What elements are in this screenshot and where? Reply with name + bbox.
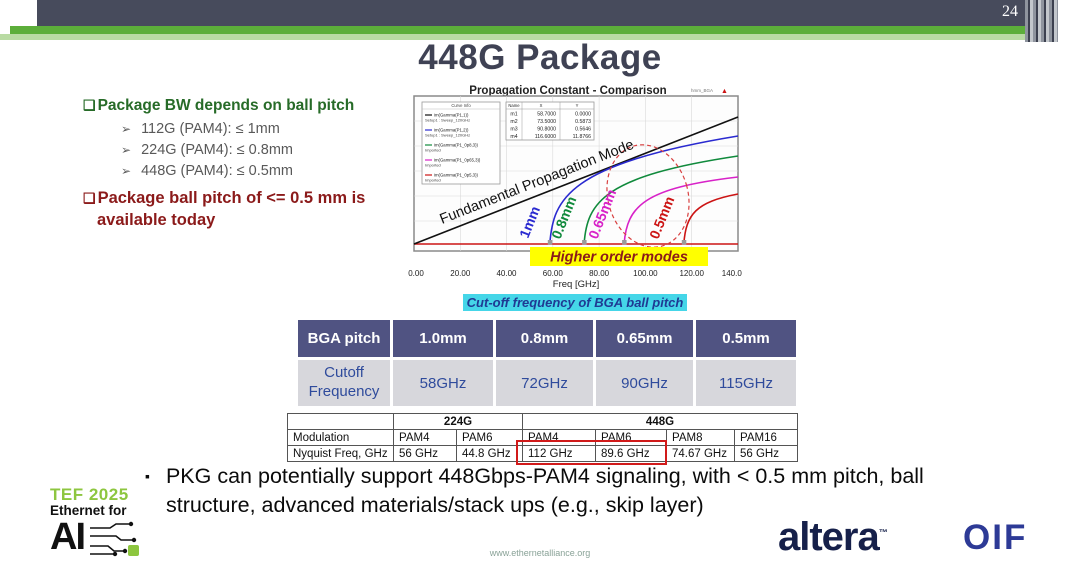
pitch-table-value: 115GHz <box>696 360 796 406</box>
pitch-table-value: 90GHz <box>596 360 693 406</box>
tef-2025-logo: TEF 2025 Ethernet for AI <box>50 486 160 560</box>
page-title: 448G Package <box>418 38 662 77</box>
legend-title: Curve Info <box>451 103 471 108</box>
svg-text:im(Gamma(P1_0p8,3)): im(Gamma(P1_0p8,3)) <box>434 143 479 148</box>
table-row: 224G 448G <box>287 413 798 430</box>
x-axis-ticks: 0.00 20.00 40.00 60.00 80.00 100.00 120.… <box>408 269 747 278</box>
svg-text:0.5646: 0.5646 <box>575 127 591 133</box>
circuit-traces-icon <box>90 521 139 557</box>
nyquist-table: 224G 448G Modulation PAM4 PAM6 PAM4 PAM6… <box>287 413 798 462</box>
svg-text:80.00: 80.00 <box>589 269 610 278</box>
svg-text:Imported: Imported <box>425 163 441 168</box>
x-axis-label: Freq [GHz] <box>553 279 599 290</box>
svg-text:Imported: Imported <box>425 178 441 183</box>
svg-text:11.8766: 11.8766 <box>573 134 591 140</box>
group-448g: 448G <box>522 413 798 430</box>
fundamental-mode-line <box>413 116 739 245</box>
svg-text:0.00: 0.00 <box>408 269 424 278</box>
red-highlight-box <box>516 440 667 465</box>
warning-triangle-icon: ▲ <box>721 88 728 95</box>
svg-text:im(Gamma(P1,2)): im(Gamma(P1,2)) <box>434 128 469 133</box>
svg-text:im(Gamma(P1,1)): im(Gamma(P1,1)) <box>434 113 469 118</box>
svg-text:40.00: 40.00 <box>496 269 517 278</box>
svg-text:im(Gamma(P1_0p65,3)): im(Gamma(P1_0p65,3)) <box>434 158 481 163</box>
arrow-bullet-icon: ➢ <box>121 143 132 157</box>
marker-squares <box>547 240 687 245</box>
svg-text:90.8000: 90.8000 <box>537 127 556 133</box>
svg-text:m2: m2 <box>510 119 517 125</box>
group-224g: 224G <box>393 413 523 430</box>
higher-order-modes-label: Higher order modes <box>550 250 688 266</box>
pitch-table-header: 0.65mm <box>596 320 693 357</box>
bullet-448g: ➢ 448G (PAM4): ≤ 0.5mm <box>121 163 293 179</box>
oif-logo: OIF <box>963 518 1028 557</box>
curve-0p65mm <box>623 176 739 245</box>
svg-text:0.5873: 0.5873 <box>575 119 591 125</box>
pitch-table-header: 0.5mm <box>696 320 796 357</box>
bullet-224g: ➢ 224G (PAM4): ≤ 0.8mm <box>121 142 293 158</box>
page-number: 24 <box>1002 3 1018 20</box>
propagation-chart: Propagation Constant - Comparison hmm_BG… <box>408 84 747 292</box>
top-accent-bar-light <box>0 34 1058 40</box>
svg-text:Imported: Imported <box>425 148 441 153</box>
curve-1mm <box>549 135 739 245</box>
svg-text:73.5000: 73.5000 <box>537 119 556 125</box>
arrow-bullet-icon: ➢ <box>121 164 132 178</box>
svg-text:im(Gamma(P1_0p5,3)): im(Gamma(P1_0p5,3)) <box>434 173 479 178</box>
legend-box: Curve Info im(Gamma(P1,1)) Setup1 : Swee… <box>421 101 501 185</box>
altera-logo: altera™ <box>778 515 888 559</box>
svg-text:Setup1 : Sweep_120GHz: Setup1 : Sweep_120GHz <box>425 118 470 123</box>
pitch-table-value: 72GHz <box>496 360 593 406</box>
svg-text:20.00: 20.00 <box>450 269 471 278</box>
footer-url: www.ethernetalliance.org <box>489 548 591 558</box>
square-bullet-icon: ▪ <box>145 468 150 484</box>
svg-text:m3: m3 <box>510 127 517 133</box>
bullet-112g: ➢ 112G (PAM4): ≤ 1mm <box>121 121 280 137</box>
top-accent-bar <box>10 26 1058 34</box>
svg-text:Setup1 : Sweep_120GHz: Setup1 : Sweep_120GHz <box>425 133 470 138</box>
svg-text:100.00: 100.00 <box>633 269 658 278</box>
pitch-table-header: 0.8mm <box>496 320 593 357</box>
marker-table: Name X Y m1 58.7000 0.0000 m2 73.5000 0.… <box>505 101 595 141</box>
propagation-chart-svg: Propagation Constant - Comparison hmm_BG… <box>408 85 747 290</box>
chart-corner-label: hmm_BGA <box>691 88 713 93</box>
conclusion-bullet: ▪ PKG can potentially support 448Gbps-PA… <box>145 462 975 520</box>
svg-text:Y: Y <box>576 103 579 108</box>
pitch-table-value: 58GHz <box>393 360 493 406</box>
curve-0p5mm <box>683 193 739 245</box>
svg-text:Name: Name <box>508 103 520 108</box>
curve-0p8mm <box>583 155 739 245</box>
table-row: Nyquist Freq, GHz 56 GHz 44.8 GHz 112 GH… <box>287 445 798 462</box>
svg-text:0.0000: 0.0000 <box>575 112 591 118</box>
bullet-list: ❑ Package BW depends on ball pitch ➢ 112G … <box>83 97 403 232</box>
dashed-ellipse-annotation <box>606 144 690 248</box>
higher-order-modes-highlight: Higher order modes <box>530 247 708 266</box>
bga-pitch-table: BGA pitch 1.0mm 0.8mm 0.65mm 0.5mm Cutof… <box>298 320 796 406</box>
svg-text:X: X <box>540 103 543 108</box>
svg-text:m1: m1 <box>510 112 517 118</box>
top-bar <box>37 0 1025 26</box>
pitch-table-header: 1.0mm <box>393 320 493 357</box>
svg-text:m4: m4 <box>510 134 517 140</box>
square-bullet-icon: ❑ <box>83 97 96 113</box>
svg-text:116.6000: 116.6000 <box>535 134 556 140</box>
svg-text:58.7000: 58.7000 <box>537 112 556 118</box>
svg-text:140.00: 140.00 <box>722 269 742 278</box>
bullet-package-bw: ❑ Package BW depends on ball pitch <box>83 97 355 114</box>
corner-stripes-decoration <box>1025 0 1058 42</box>
square-bullet-icon: ❑ <box>83 190 96 206</box>
figure-caption: Cut-off frequency of BGA ball pitch <box>408 294 742 312</box>
svg-text:120.00: 120.00 <box>679 269 704 278</box>
bullet-ball-pitch-available: ❑ Package ball pitch of <= 0.5 mm is avai… <box>83 189 366 230</box>
svg-text:60.00: 60.00 <box>543 269 564 278</box>
pitch-table-row-label: Cutoff Frequency <box>298 360 390 406</box>
arrow-bullet-icon: ➢ <box>121 122 132 136</box>
chart-title: Propagation Constant - Comparison <box>469 85 666 97</box>
pitch-table-header: BGA pitch <box>298 320 390 357</box>
